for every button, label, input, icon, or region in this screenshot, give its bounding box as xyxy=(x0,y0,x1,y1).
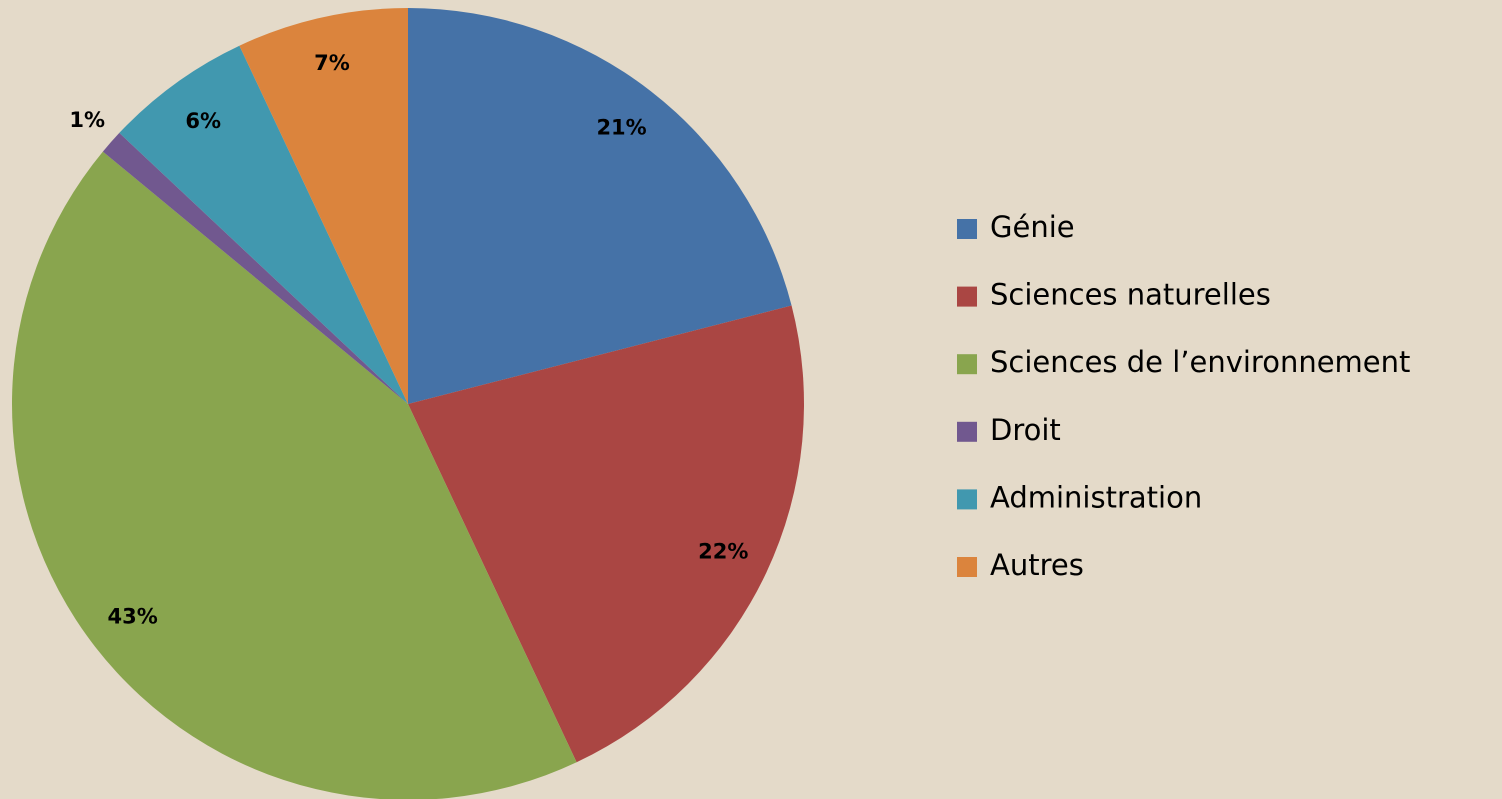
legend-label: Génie xyxy=(990,210,1075,244)
legend-swatch xyxy=(957,489,977,510)
pie-slice xyxy=(408,8,792,404)
legend-label: Sciences naturelles xyxy=(990,278,1271,312)
legend-swatch xyxy=(957,286,977,307)
legend-label: Administration xyxy=(990,480,1202,514)
value-label: 7% xyxy=(314,51,350,75)
legend-label: Sciences de l’environnement xyxy=(990,345,1410,379)
pie-slice xyxy=(408,305,804,763)
legend-label: Droit xyxy=(990,413,1061,447)
value-label: 43% xyxy=(108,605,158,629)
legend-label: Autres xyxy=(990,548,1084,582)
legend-swatch xyxy=(957,557,977,577)
pie-slice xyxy=(12,151,577,799)
pie-slice xyxy=(239,7,408,404)
pie-slice xyxy=(102,132,408,404)
legend-swatch xyxy=(957,354,977,375)
value-label: 6% xyxy=(185,109,221,133)
value-label: 22% xyxy=(698,539,748,563)
pie-slice xyxy=(119,45,408,405)
value-label: 21% xyxy=(596,116,646,140)
value-label: 1% xyxy=(69,108,105,132)
legend-swatch xyxy=(957,219,977,239)
legend-swatch xyxy=(957,421,977,442)
